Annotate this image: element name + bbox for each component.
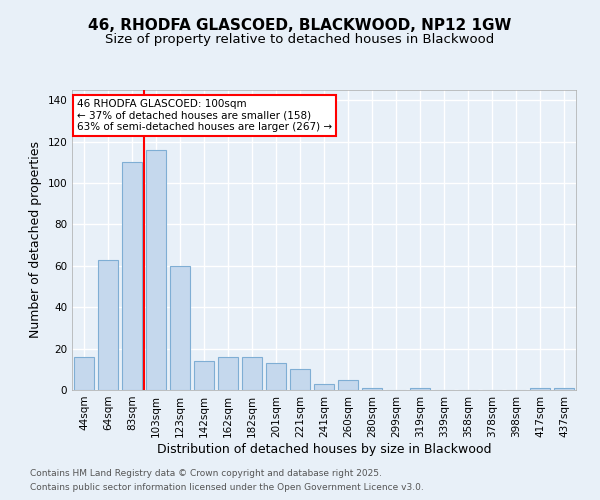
Bar [74,357,94,390]
Bar [314,384,334,390]
Bar [266,363,286,390]
Bar [194,361,214,390]
Text: 46, RHODFA GLASCOED, BLACKWOOD, NP12 1GW: 46, RHODFA GLASCOED, BLACKWOOD, NP12 1GW [88,18,512,32]
Bar [290,370,310,390]
Y-axis label: Number of detached properties: Number of detached properties [29,142,42,338]
Bar [122,162,142,390]
Text: 46 RHODFA GLASCOED: 100sqm
← 37% of detached houses are smaller (158)
63% of sem: 46 RHODFA GLASCOED: 100sqm ← 37% of deta… [77,99,332,132]
Bar [242,357,262,390]
Bar [98,260,118,390]
Bar [218,357,238,390]
X-axis label: Distribution of detached houses by size in Blackwood: Distribution of detached houses by size … [157,442,491,456]
Bar [170,266,190,390]
Bar [554,388,574,390]
Text: Size of property relative to detached houses in Blackwood: Size of property relative to detached ho… [106,32,494,46]
Bar [410,388,430,390]
Bar [530,388,550,390]
Bar [338,380,358,390]
Text: Contains public sector information licensed under the Open Government Licence v3: Contains public sector information licen… [30,484,424,492]
Bar [362,388,382,390]
Bar [146,150,166,390]
Text: Contains HM Land Registry data © Crown copyright and database right 2025.: Contains HM Land Registry data © Crown c… [30,468,382,477]
